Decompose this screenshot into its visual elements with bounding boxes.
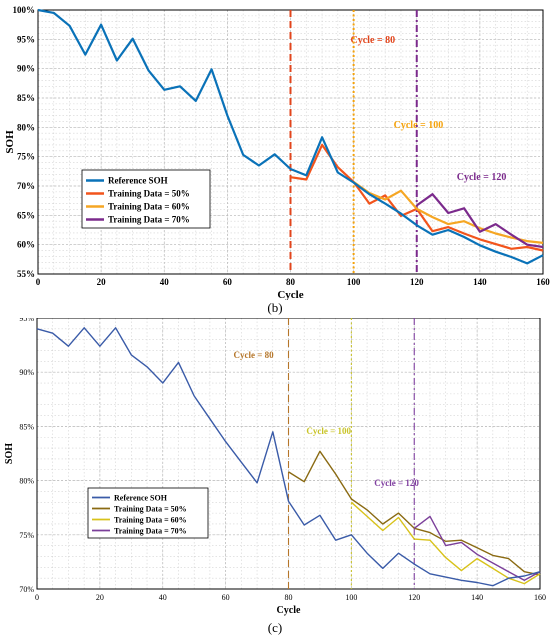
y-tick-label: 75% [17,152,35,162]
legend-label: Training Data = 70% [108,215,190,225]
y-tick-label: 80% [19,477,34,486]
y-tick-label: 95% [19,318,34,323]
y-tick-label: 90% [17,64,35,74]
soh-chart-c: 0 20 40 60 80 100 120 140 160 70% 75% 80% 85% 90% 95% C… [4,314,546,616]
legend-box [87,487,209,539]
legend-label: Reference SOH [114,494,168,503]
x-tick-label: 60 [222,593,230,602]
series-line-3 [416,193,544,249]
x-tick-label: 120 [410,277,424,287]
cycle-marker-label: Cycle = 80 [234,350,275,360]
legend-label: Training Data = 50% [114,505,187,514]
x-tick-label: 120 [408,593,420,602]
legend-label: Training Data = 60% [108,202,190,212]
x-tick-label: 160 [534,593,546,602]
series-line-0 [36,327,541,587]
chart-panel-c: 0 20 40 60 80 100 120 140 160 70% 75% 80% 85% 90% 95% C… [0,314,550,640]
series-line-2 [352,180,544,244]
x-tick-label: 60 [223,277,233,287]
x-tick-label: 80 [285,593,293,602]
x-tick-label: 40 [160,277,170,287]
x-tick-label: 100 [347,277,361,287]
soh-chart-b: 0 20 40 60 80 100 120 140 160 55% 60% 65% 70% 75% 80% 8… [4,5,550,301]
cycle-marker-label: Cycle = 80 [351,35,396,46]
x-tick-label: 80 [286,277,296,287]
chart-panel-b: 0 20 40 60 80 100 120 140 160 55% 60% 65% 70% 75% 80% 8… [0,0,550,318]
cycle-marker-label: Cycle = 120 [374,478,419,488]
y-tick-label: 90% [19,368,34,377]
chart-caption-b: (b) [267,300,283,315]
x-axis-label: Cycle [277,605,301,616]
y-tick-label: 65% [17,210,35,220]
x-tick-label: 40 [159,593,167,602]
legend-label: Training Data = 60% [114,516,187,525]
y-tick-label: 95% [17,34,35,44]
y-tick-label: 85% [19,422,34,431]
cycle-marker-label: Cycle = 120 [457,172,507,183]
y-tick-label: 80% [17,122,35,132]
y-tick-label: 75% [19,531,34,540]
x-tick-label: 20 [97,277,107,287]
cycle-marker-label: Cycle = 100 [306,426,351,436]
y-axis-label: SOH [4,443,15,464]
x-tick-label: 0 [36,277,41,287]
x-tick-label: 140 [471,593,483,602]
x-axis-label: Cycle [277,289,303,300]
y-tick-label: 85% [17,93,35,103]
cycle-marker-label: Cycle = 100 [394,120,444,131]
legend-label: Reference SOH [108,176,168,186]
y-tick-label: 60% [17,240,35,250]
y-tick-label: 55% [17,269,35,279]
chart-caption-c: (c) [267,620,283,635]
x-tick-label: 0 [35,593,39,602]
x-tick-label: 20 [96,593,104,602]
series-line-0 [37,8,544,265]
x-tick-label: 160 [536,277,550,287]
x-tick-label: 140 [473,277,487,287]
legend-label: Training Data = 50% [108,189,190,199]
y-tick-label: 70% [17,181,35,191]
y-axis-label: SOH [4,130,16,154]
x-tick-label: 100 [345,593,357,602]
y-tick-label: 100% [13,5,36,15]
y-tick-label: 70% [19,585,34,594]
legend-label: Training Data = 70% [114,527,187,536]
